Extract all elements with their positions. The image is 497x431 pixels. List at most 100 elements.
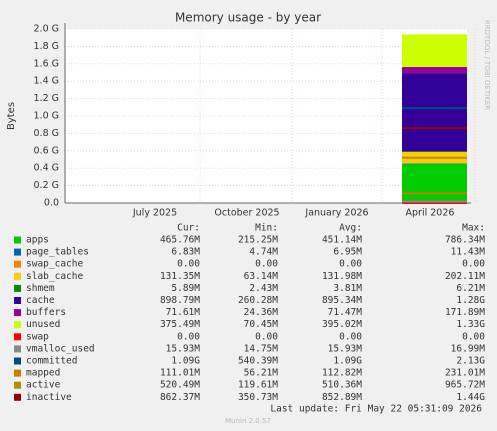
legend-value: 131.35M xyxy=(160,271,200,282)
legend-value: 965.72M xyxy=(445,380,485,391)
legend-value: 465.76M xyxy=(160,235,200,246)
legend-value: 540.39M xyxy=(238,356,278,367)
legend-value: 0.00 xyxy=(462,331,485,342)
legend-value: 215.25M xyxy=(238,235,278,246)
y-tick-label: 2.0 G xyxy=(34,24,60,35)
x-tick-label: July 2025 xyxy=(132,208,177,219)
legend-entry: buffers xyxy=(26,307,66,318)
legend-value: 0.00 xyxy=(339,259,362,270)
legend-swatch xyxy=(14,381,21,389)
y-tick-label: 1.0 G xyxy=(34,111,60,122)
legend-value: 63.14M xyxy=(244,271,279,282)
legend-value: 1.28G xyxy=(456,295,485,306)
legend-value: 6.21M xyxy=(456,283,485,294)
legend-swatch xyxy=(14,284,21,292)
legend-value: 2.43M xyxy=(249,283,278,294)
legend-value: 1.44G xyxy=(456,392,485,403)
legend-value: 375.49M xyxy=(160,319,200,330)
y-tick-label: 0.4 G xyxy=(34,163,60,174)
legend-value: 520.49M xyxy=(160,380,200,391)
legend-value: 111.01M xyxy=(160,368,200,379)
legend-value: 2.13G xyxy=(456,356,485,367)
legend-header: Max: xyxy=(462,223,485,234)
legend-entry: page_tables xyxy=(26,247,89,258)
x-tick-label: October 2025 xyxy=(214,208,279,219)
legend-value: 350.73M xyxy=(238,392,278,403)
legend-entry: swap xyxy=(26,331,49,342)
legend-value: 510.36M xyxy=(322,380,362,391)
legend-value: 5.89M xyxy=(171,283,200,294)
legend-swatch xyxy=(14,357,21,365)
legend-entry: apps xyxy=(26,235,49,246)
legend-header: Min: xyxy=(255,223,278,234)
legend-entry: mapped xyxy=(26,368,60,379)
legend-swatch xyxy=(14,321,21,329)
legend-entry: slab_cache xyxy=(26,271,83,282)
chart-title: Memory usage - by year xyxy=(175,11,321,25)
legend-value: 56.21M xyxy=(244,368,279,379)
x-tick-label: January 2026 xyxy=(304,208,368,219)
legend-swatch xyxy=(14,272,21,280)
area-segment xyxy=(402,163,467,164)
side-text: RRDTOOL / TOBI OETIKER xyxy=(483,20,491,110)
legend-value: 112.82M xyxy=(322,368,362,379)
legend-swatch xyxy=(14,297,21,304)
legend-value: 0.00 xyxy=(255,259,278,270)
legend-entry: cache xyxy=(26,295,55,306)
legend-entry: shmem xyxy=(26,283,55,294)
legend-value: 0.00 xyxy=(255,331,278,342)
area-segment xyxy=(402,67,467,74)
legend-value: 898.79M xyxy=(160,295,200,306)
legend-value: 862.37M xyxy=(160,392,200,403)
legend-swatch xyxy=(14,309,21,317)
version: Munin 2.0.57 xyxy=(225,417,271,425)
legend-entry: vmalloc_used xyxy=(26,343,95,354)
legend-value: 1.33G xyxy=(456,319,485,330)
y-tick-label: 0.2 G xyxy=(34,180,60,191)
y-tick-label: 0.0 xyxy=(44,198,59,209)
legend-value: 71.61M xyxy=(166,307,201,318)
legend-value: 451.14M xyxy=(322,235,362,246)
y-tick-label: 1.6 G xyxy=(34,58,60,69)
legend-value: 24.36M xyxy=(244,307,279,318)
area-segment xyxy=(402,163,467,203)
y-tick-label: 0.6 G xyxy=(34,145,60,156)
legend-value: 231.01M xyxy=(445,368,485,379)
legend-swatch xyxy=(14,248,21,256)
area-segment xyxy=(402,73,467,152)
legend-value: 1.09G xyxy=(333,356,362,367)
legend-entry: inactive xyxy=(26,392,72,403)
legend-value: 4.74M xyxy=(249,247,278,258)
legend-swatch xyxy=(14,393,21,401)
legend-value: 70.45M xyxy=(244,319,279,330)
area-segment xyxy=(402,34,467,68)
y-tick-label: 1.2 G xyxy=(34,93,60,104)
legend-value: 395.02M xyxy=(322,319,362,330)
legend-value: 1.09G xyxy=(171,356,200,367)
legend-swatch xyxy=(14,345,21,353)
legend-value: 14.75M xyxy=(244,343,279,354)
y-tick-label: 1.4 G xyxy=(34,76,60,87)
legend-value: 0.00 xyxy=(462,259,485,270)
legend-value: 119.61M xyxy=(238,380,278,391)
legend-value: 0.00 xyxy=(177,259,200,270)
legend-value: 131.98M xyxy=(322,271,362,282)
legend-swatch xyxy=(14,260,21,268)
legend-entry: swap_cache xyxy=(26,259,83,270)
legend-value: 15.93M xyxy=(328,343,363,354)
legend-entry: committed xyxy=(26,356,77,367)
legend-value: 0.00 xyxy=(177,331,200,342)
legend-value: 852.89M xyxy=(322,392,362,403)
legend-swatch xyxy=(14,333,21,341)
x-tick-label: April 2026 xyxy=(406,208,455,219)
legend-entry: unused xyxy=(26,319,60,330)
legend-header: Cur: xyxy=(177,223,200,234)
legend-value: 171.89M xyxy=(445,307,485,318)
legend-value: 6.95M xyxy=(333,247,362,258)
legend-entry: active xyxy=(26,380,61,391)
area-segment xyxy=(402,151,467,152)
legend-value: 16.99M xyxy=(451,343,486,354)
legend-value: 260.28M xyxy=(238,295,278,306)
legend-swatch xyxy=(14,369,21,377)
